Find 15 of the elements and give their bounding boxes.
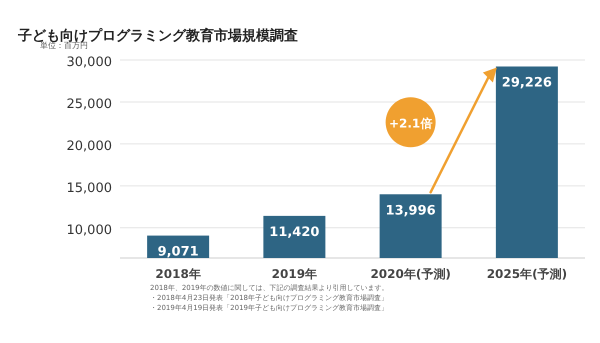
x-tick-label: 2019年 [272,267,318,281]
y-tick-label: 15,000 [66,180,112,196]
x-tick-label: 2025年(予測) [486,267,568,281]
data-label: 9,071 [158,244,199,260]
data-label: 13,996 [386,203,436,218]
x-tick-label: 2020年(予測) [370,267,451,281]
annotation: +2.1倍 [388,116,432,130]
y-tick-label: 30,000 [66,55,112,70]
y-tick-label: 25,000 [66,96,112,112]
y-tick-label: 20,000 [66,138,112,154]
data-label: 29,226 [502,75,552,90]
y-tick-label: 10,000 [66,222,112,238]
x-tick-label: 2018年 [155,267,201,281]
y-axis-title: 単位：百万円 [40,41,88,50]
data-label: 11,420 [269,224,320,240]
